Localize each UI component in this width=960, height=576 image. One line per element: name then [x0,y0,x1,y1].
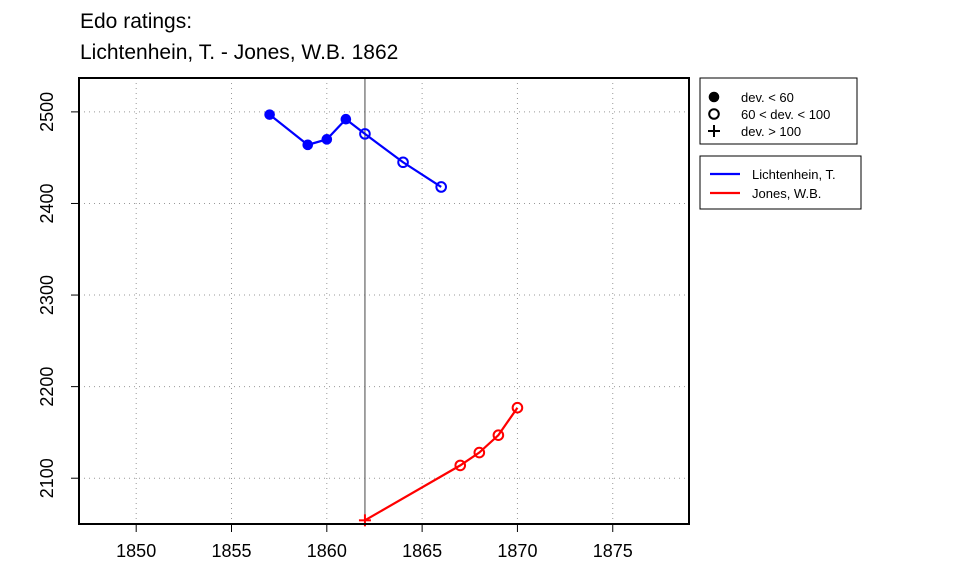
plot-frame [78,77,690,525]
legend-symbol-filled-circle [708,91,720,103]
x-tick-label: 1855 [211,541,251,561]
data-point-lichtenhein [302,139,314,151]
series-legend-box [699,155,862,210]
legend-series-label: Lichtenhein, T. [752,167,836,182]
chart-title-line1: Edo ratings: [80,10,193,33]
data-point-lichtenhein [359,128,371,140]
y-tick-label: 2300 [37,275,57,315]
data-point-lichtenhein [264,109,275,120]
x-tick-label: 1850 [116,541,156,561]
y-tick-label: 2100 [37,458,57,498]
legend-series-label: Jones, W.B. [752,186,821,201]
x-tick-label: 1865 [402,541,442,561]
series-line-jones [364,407,519,522]
legend-symbol-label: dev. > 100 [741,124,801,139]
data-point-jones [454,459,467,472]
data-point-jones [511,401,524,414]
symbol-legend-box [699,77,858,145]
x-tick-label: 1860 [307,541,347,561]
legend-symbol-plus [708,125,720,137]
x-tick-label: 1875 [593,541,633,561]
y-tick-label: 2400 [37,183,57,223]
data-point-lichtenhein [397,156,409,169]
x-tick-label: 1870 [497,541,537,561]
legend-symbol-open-circle [708,108,720,120]
chart-title-line2: Lichtenhein, T. - Jones, W.B. 1862 [80,41,399,64]
legend-symbol-label: 60 < dev. < 100 [741,107,830,122]
series-line-lichtenhein [268,113,442,188]
data-point-lichtenhein [340,113,352,125]
data-point-lichtenhein [321,134,333,145]
data-point-lichtenhein [435,181,447,193]
data-point-jones [473,446,486,459]
data-point-jones [492,429,505,441]
y-tick-label: 2200 [37,367,57,407]
legend-symbol-label: dev. < 60 [741,90,794,105]
y-tick-label: 2500 [37,92,57,132]
